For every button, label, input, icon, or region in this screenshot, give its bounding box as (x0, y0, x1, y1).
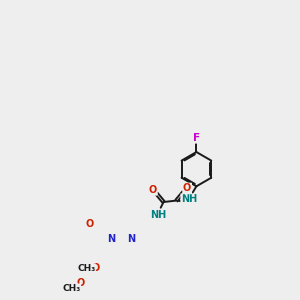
Text: O: O (85, 219, 93, 229)
Text: F: F (193, 133, 200, 143)
Text: CH₃: CH₃ (62, 284, 81, 293)
Text: O: O (76, 278, 85, 288)
Text: NH: NH (181, 194, 197, 204)
Text: NH: NH (150, 210, 166, 220)
Text: O: O (149, 185, 157, 195)
Text: O: O (183, 183, 191, 194)
Text: N: N (127, 234, 135, 244)
Text: O: O (92, 263, 100, 273)
Text: N: N (107, 234, 115, 244)
Text: CH₃: CH₃ (77, 264, 95, 273)
